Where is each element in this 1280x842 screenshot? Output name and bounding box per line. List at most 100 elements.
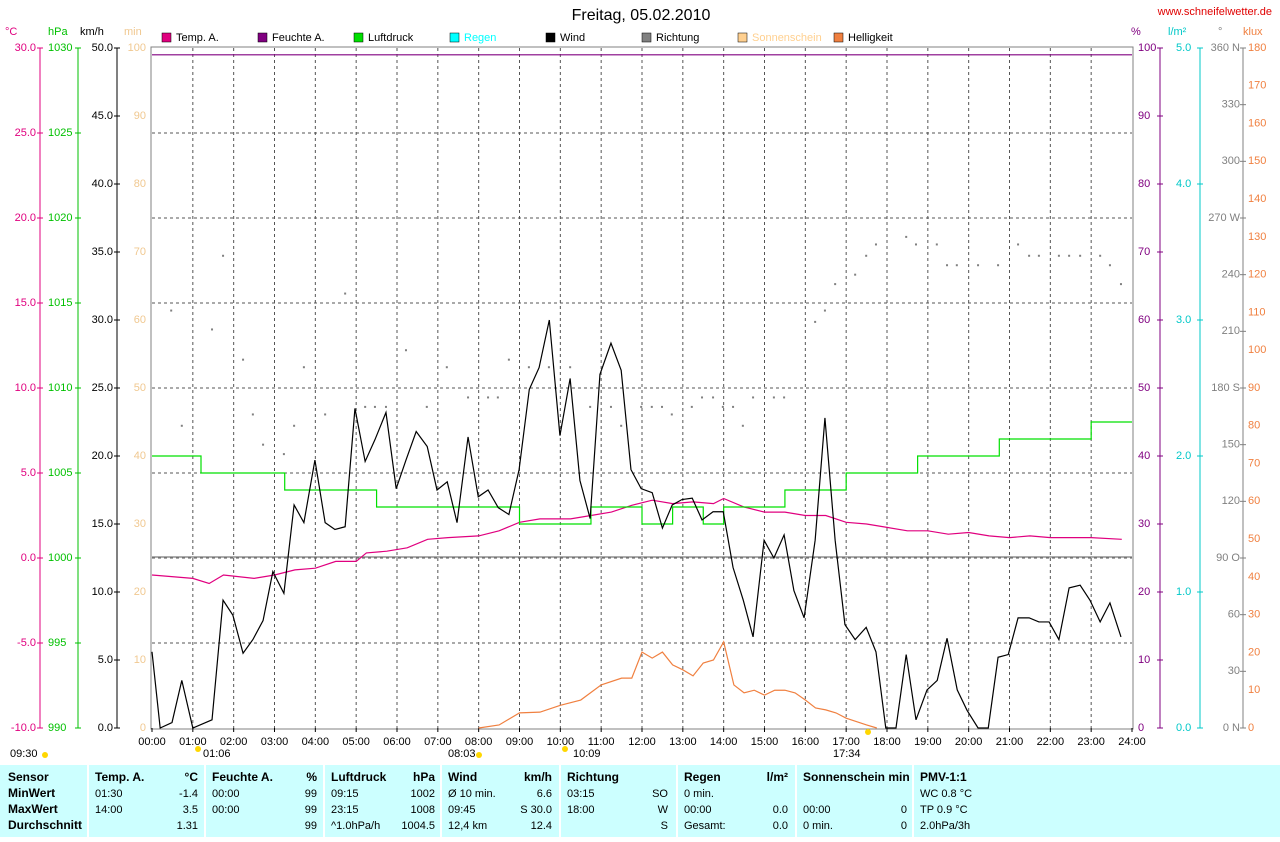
y-tick-label: 2.0 [1176,450,1191,462]
y-tick-label: 60 [1248,495,1260,507]
direction-dot [373,405,376,408]
table-cell: 0 [901,804,907,816]
direction-dot [180,424,183,427]
legend-label: Temp. A. [176,32,219,44]
sun-icon [562,746,568,752]
y-tick-label: 140 [1248,193,1266,205]
legend-swatch [257,32,268,43]
table-cell: 0.0 [773,820,788,832]
sun-icon [195,746,201,752]
direction-dot [1099,254,1102,257]
y-tick-label: 50 [134,382,146,394]
y-tick-label: 0 [1248,722,1254,734]
legend-label: Regen [464,32,496,44]
table-cell: 09:15 [331,788,359,800]
legend-swatch [737,32,748,43]
y-tick-label: 100 [1138,42,1156,54]
direction-dot [661,405,664,408]
y-tick-label: 70 [1248,457,1260,469]
y-tick-label: 90 O [1216,552,1240,564]
y-tick-label: 35.0 [92,246,113,258]
annotation: 10:09 [573,748,601,760]
direction-dot [1028,254,1031,257]
y-tick-label: 25.0 [15,127,36,139]
y-tick-label: 100 [128,42,146,54]
y-tick-label: 0.0 [21,552,36,564]
direction-dot [752,396,755,399]
y-tick-label: 300 [1222,155,1240,167]
direction-dot [823,309,826,312]
legend-swatch [449,32,460,43]
direction-dot [905,235,908,238]
y-tick-label: 0 [1138,722,1144,734]
direction-dot [814,320,817,323]
axis-unit: km/h [80,26,104,38]
table-header: % [306,770,317,784]
y-tick-label: 990 [48,722,66,734]
x-tick-label: 10:00 [547,736,575,748]
y-tick-label: 150 [1248,155,1266,167]
direction-dot [282,453,285,456]
source: www.schneifelwetter.de [1157,6,1272,18]
y-tick-label: 15.0 [15,297,36,309]
direction-dot [712,396,715,399]
table-header: km/h [524,770,552,784]
y-tick-label: 50 [1248,533,1260,545]
x-tick-label: 08:00 [465,736,493,748]
legend-swatch [833,32,844,43]
y-tick-label: 210 [1222,325,1240,337]
direction-dot [670,413,673,416]
table-cell: 00:00 [684,804,712,816]
y-tick-label: 10 [1248,684,1260,696]
legend-label: Luftdruck [368,32,414,44]
direction-dot [425,405,428,408]
table-cell: 2.0hPa/3h [920,820,970,832]
table-cell: 00:00 [803,804,831,816]
table-cell: 0 min. [803,820,833,832]
legend-label: Richtung [656,32,699,44]
table-header: °C [185,770,199,784]
direction-dot [946,264,949,267]
table-cell: 99 [305,820,317,832]
annotation: 09:30 [10,748,38,760]
y-tick-label: 30.0 [92,314,113,326]
x-tick-label: 09:00 [506,736,534,748]
y-tick-label: 4.0 [1176,178,1191,190]
y-tick-label: 5.0 [21,467,36,479]
table-cell: 0.0 [773,804,788,816]
y-tick-label: 60 [1228,609,1240,621]
annotation: 17:34 [833,748,861,760]
y-tick-label: 90 [1138,110,1150,122]
table-cell: 12.4 [531,820,552,832]
y-tick-label: 80 [1248,420,1260,432]
legend-label: Wind [560,32,585,44]
annotation: 01:06 [203,748,231,760]
table-cell: Ø 10 min. [448,788,496,800]
y-tick-label: 1005 [48,467,72,479]
y-tick-label: 180 [1248,42,1266,54]
direction-dot [732,405,735,408]
direction-dot [507,358,510,361]
direction-dot [211,328,214,331]
table-header: Wind [448,770,477,784]
y-tick-label: 270 W [1208,212,1240,224]
direction-dot [620,424,623,427]
y-tick-label: 120 [1222,495,1240,507]
y-tick-label: 50.0 [92,42,113,54]
y-tick-label: 10 [134,654,146,666]
y-tick-label: 170 [1248,80,1266,92]
legend-label: Feuchte A. [272,32,325,44]
table-cell: 1.31 [177,820,198,832]
table-cell: 3.5 [183,804,198,816]
y-tick-label: 80 [1138,178,1150,190]
series-line [151,319,1122,729]
axis-unit: l/m² [1168,26,1187,38]
table-header: Sensor [8,770,49,784]
direction-dot [404,349,407,352]
direction-dot [1079,254,1082,257]
x-tick-label: 05:00 [342,736,370,748]
direction-dot [741,424,744,427]
y-tick-label: 0 [140,722,146,734]
table-cell: MaxWert [8,802,58,816]
sun-icon [865,729,871,735]
